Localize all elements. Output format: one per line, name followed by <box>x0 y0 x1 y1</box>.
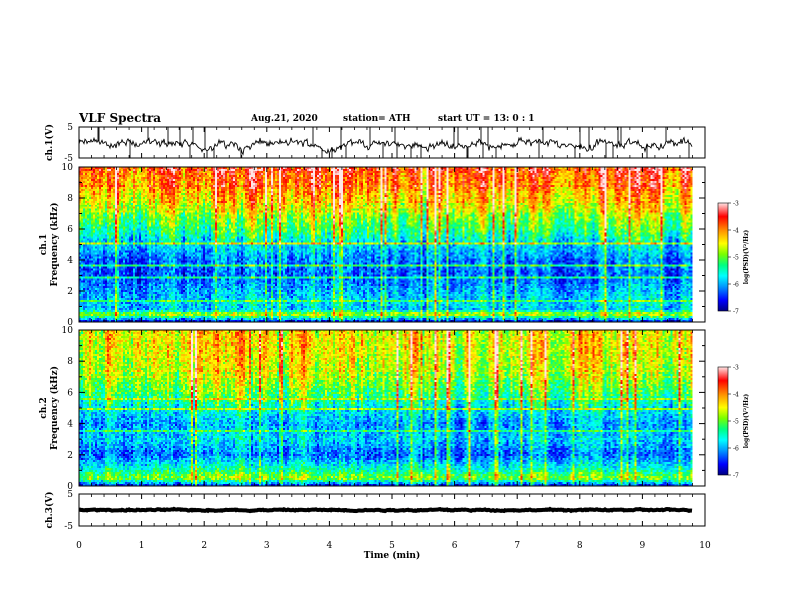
ch2-spectrogram-colorbar: -3 -4 -5 -6 -7 log(PSD)(V²/Hz) <box>717 365 750 480</box>
ch1-waveform-ytick-label: -5 <box>64 154 73 164</box>
observation-date: Aug.21, 2020 <box>251 114 318 124</box>
time-tick-label: 3 <box>264 541 270 551</box>
ch3-waveform-ytick-label: -5 <box>64 522 73 532</box>
ch1-spectrogram-colorbar-tick-label: -5 <box>733 255 739 262</box>
ch1-spectrogram: 0 2 4 6 8 10 ch.1 Frequency (kHz) <box>39 163 705 328</box>
ch2-spectrogram-colorbar-scale <box>717 366 729 476</box>
figure-title: VLF Spectra <box>79 111 162 125</box>
ch1-spectrogram-colorbar-label: log(PSD)(V²/Hz) <box>743 230 750 285</box>
time-axis: 0 1 2 3 4 5 6 7 8 9 10 Time (min) <box>76 541 711 561</box>
time-tick-label: 2 <box>201 541 207 551</box>
ch3-waveform-ylabel: ch.3(V) <box>44 492 55 529</box>
time-tick-label: 1 <box>139 541 145 551</box>
ch2-spectrogram-ytick-label: 2 <box>67 451 73 461</box>
time-tick-label: 0 <box>76 541 82 551</box>
ch2-spectrogram-colorbar-label: log(PSD)(V²/Hz) <box>743 394 750 449</box>
ch1-spectrogram-colorbar: -3 -4 -5 -6 -7 log(PSD)(V²/Hz) <box>717 201 750 316</box>
ch3-waveform-trace <box>78 506 693 514</box>
ch2-spectrogram-ytick-label: 8 <box>67 357 73 367</box>
time-axis-label: Time (min) <box>364 550 421 561</box>
time-tick-label: 8 <box>577 541 583 551</box>
time-tick-label: 5 <box>389 541 395 551</box>
ch2-spectrogram-ytick-label: 0 <box>67 482 73 492</box>
ch2-spectrogram-ytick-label: 4 <box>67 420 73 430</box>
ch1-spectrogram-ylabel-channel: ch.1 <box>39 234 49 255</box>
ch1-spectrogram-colorbar-tick-label: -6 <box>733 282 739 289</box>
ch1-spectrogram-ytick-label: 4 <box>67 256 73 266</box>
ch1-spectrogram-ylabel-frequency: Frequency (kHz) <box>49 202 60 286</box>
time-tick-label: 6 <box>452 541 458 551</box>
ch3-waveform-ytick-label: 5 <box>67 490 73 500</box>
ch1-spectrogram-ytick-label: 6 <box>67 225 73 235</box>
ch2-spectrogram-image <box>79 330 693 486</box>
ch1-waveform-trace <box>78 127 693 158</box>
ch2-spectrogram-colorbar-tick-label: -3 <box>733 365 739 372</box>
ch1-spectrogram-colorbar-tick-label: -4 <box>733 228 739 235</box>
time-tick-label: 7 <box>514 541 520 551</box>
ch2-spectrogram-colorbar-tick-label: -7 <box>733 473 739 480</box>
ch2-spectrogram-colorbar-tick-label: -4 <box>733 392 739 399</box>
ch1-waveform-ytick-label: 5 <box>67 123 73 133</box>
ch1-spectrogram-colorbar-tick-label: -3 <box>733 201 739 208</box>
time-tick-label: 10 <box>699 541 711 551</box>
time-tick-label: 4 <box>327 541 333 551</box>
ch2-spectrogram-colorbar-tick-label: -6 <box>733 446 739 453</box>
ch2-spectrogram: 0 2 4 6 8 10 ch.2 Frequency (kHz) <box>39 326 705 492</box>
ch2-spectrogram-ylabel-channel: ch.2 <box>39 397 49 418</box>
ch1-spectrogram-ytick-label: 10 <box>62 163 74 173</box>
station-label: station= ATH <box>343 114 411 124</box>
ch1-spectrogram-ytick-label: 0 <box>67 318 73 328</box>
start-time-label: start UT = 13: 0 : 1 <box>438 114 535 124</box>
ch2-spectrogram-ylabel-frequency: Frequency (kHz) <box>49 366 60 450</box>
ch1-spectrogram-colorbar-tick-label: -7 <box>733 309 739 316</box>
ch1-spectrogram-colorbar-scale <box>717 202 729 312</box>
ch2-spectrogram-ytick-label: 10 <box>62 326 74 336</box>
ch2-spectrogram-colorbar-tick-label: -5 <box>733 419 739 426</box>
time-tick-label: 9 <box>640 541 646 551</box>
ch1-spectrogram-ytick-label: 2 <box>67 287 73 297</box>
ch1-waveform-ylabel: ch.1(V) <box>44 124 55 161</box>
ch2-spectrogram-ytick-label: 6 <box>67 388 73 398</box>
ch1-spectrogram-ytick-label: 8 <box>67 194 73 204</box>
ch1-spectrogram-image <box>79 167 693 322</box>
